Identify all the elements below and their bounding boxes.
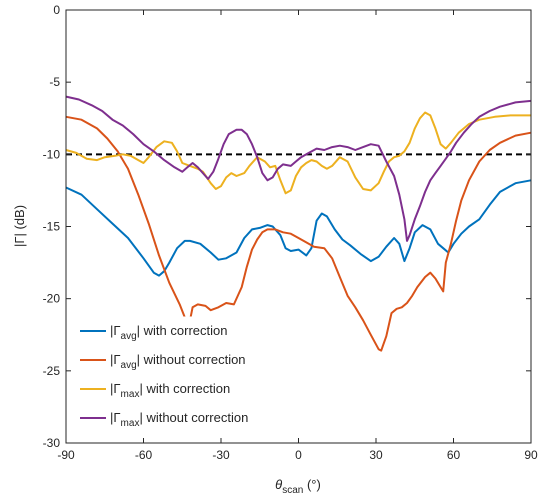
x-tick-label: -30: [212, 448, 230, 462]
y-tick-label: -25: [43, 364, 61, 378]
y-tick-label: -30: [43, 436, 61, 450]
y-tick-label: -15: [43, 220, 61, 234]
y-tick-label: -10: [43, 147, 61, 161]
y-tick-label: -20: [43, 292, 61, 306]
x-axis-label-main: θ: [275, 477, 282, 492]
legend: |Γavg| with correction |Γavg| without cor…: [75, 316, 299, 435]
series-line-1: [65, 179, 532, 277]
x-axis-label: θscan (°): [275, 477, 321, 496]
series-line-4: [65, 95, 532, 242]
tick-labels-layer: -90 -60 -30 0 30 60 90 0 -5 -10 -15 -20 -25 -30: [43, 3, 538, 462]
legend-box: [75, 316, 299, 435]
x-tick-label: 90: [524, 448, 538, 462]
x-axis-label-sub: scan: [282, 485, 303, 496]
x-tick-label: 60: [447, 448, 461, 462]
series-layer: [65, 95, 532, 352]
x-tick-label: 30: [369, 448, 383, 462]
x-axis-label-unit: (°): [303, 477, 320, 492]
y-tick-label: -5: [49, 75, 60, 89]
axes-layer: [65, 9, 532, 444]
legend-label-3: |Γmax| with correction: [110, 381, 230, 400]
y-axis-label: |Γ| (dB): [12, 205, 27, 247]
x-tick-label: 0: [295, 448, 302, 462]
legend-label-1: |Γavg| with correction: [110, 323, 227, 342]
series-line-3: [65, 111, 531, 195]
legend-label-4: |Γmax| without correction: [110, 410, 248, 429]
x-tick-label: -60: [135, 448, 153, 462]
series-line-2: [65, 115, 532, 352]
x-tick-label: -90: [57, 448, 75, 462]
legend-label-2: |Γavg| without correction: [110, 352, 246, 371]
y-tick-label: 0: [53, 3, 60, 17]
